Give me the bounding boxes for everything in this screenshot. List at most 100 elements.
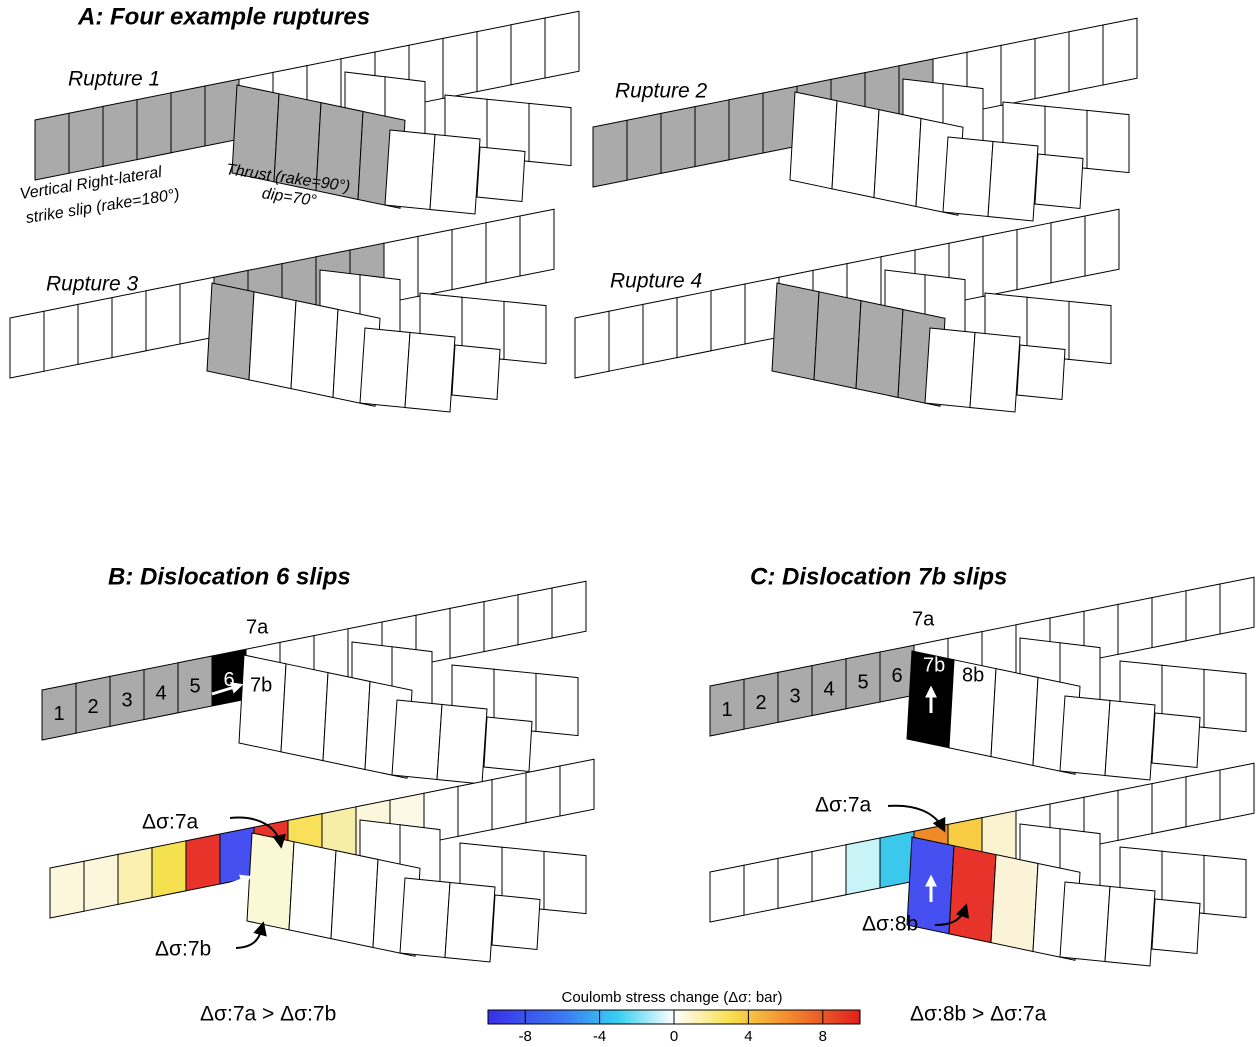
fault-system [710, 763, 1254, 966]
strike-slip-patch [710, 865, 744, 922]
strike-slip-patch [118, 848, 152, 905]
comparison: Δσ:8b > Δσ:7a [910, 1003, 1047, 1026]
patch-label: 6 [891, 665, 902, 687]
strike-slip-patch [443, 32, 477, 99]
patch-label: 2 [755, 692, 766, 714]
strike-slip-patch [458, 780, 492, 837]
strike-slip-patch [450, 602, 484, 659]
strike-slip-patch [1152, 591, 1186, 648]
strike-slip-patch [983, 230, 1017, 297]
colorbar-tick-label: 0 [670, 1028, 678, 1045]
thrust-patch [1105, 887, 1155, 967]
strike-slip-patch [50, 861, 84, 918]
strike-slip-patch [1186, 770, 1220, 827]
panel-title: C: Dislocation 7b slips [750, 563, 1007, 590]
rupture-label: Rupture 3 [46, 273, 139, 296]
stress-label: Δσ:8b [862, 913, 918, 936]
rupture-label: Rupture 4 [610, 270, 702, 293]
fault-system [593, 18, 1137, 221]
strike-slip-patch [486, 216, 520, 283]
thrust-patch [1204, 669, 1246, 731]
strike-slip-patch [112, 291, 146, 358]
strike-slip-patch [778, 852, 812, 909]
strike-slip-patch [84, 854, 118, 911]
thrust-patch [452, 345, 500, 400]
strike-slip-patch [609, 304, 643, 371]
patch-label: 3 [789, 685, 800, 707]
thrust-patch [1087, 110, 1129, 172]
thrust-patch [814, 292, 861, 389]
strike-slip-patch [1035, 32, 1069, 99]
patch-label: 4 [823, 678, 834, 700]
strike-slip-patch [186, 834, 220, 891]
patch-label: 4 [155, 682, 166, 704]
strike-slip-patch [137, 93, 171, 160]
strike-slip-patch [729, 93, 763, 160]
fault-system [575, 209, 1119, 412]
strike-slip-patch [526, 766, 560, 823]
strike-slip-patch [1051, 216, 1085, 283]
stress-label: Δσ:7b [155, 938, 211, 961]
thrust-patch [1152, 899, 1200, 954]
thrust-patch [832, 101, 879, 198]
thrust-patch [790, 92, 837, 189]
strike-slip-patch [477, 25, 511, 92]
strike-slip-patch [1220, 577, 1254, 634]
strike-slip-patch [552, 581, 586, 638]
strike-slip-patch [627, 113, 661, 180]
strike-slip-patch [103, 100, 137, 167]
strike-slip-patch [220, 827, 254, 884]
thrust-patch [289, 842, 336, 939]
strike-slip-patch [1085, 209, 1119, 276]
thrust-patch [1017, 345, 1065, 400]
fault-system [10, 209, 554, 412]
stress-label: Δσ:7a [142, 811, 199, 834]
thrust-patch [430, 135, 480, 215]
thrust-patch [970, 333, 1020, 413]
thrust-patch [1152, 713, 1200, 768]
strike-slip-patch [593, 120, 627, 187]
thrust-patch [1060, 882, 1110, 962]
patch-label: 7a [912, 608, 935, 630]
thrust-patch [856, 301, 903, 398]
thrust-patch [247, 833, 294, 930]
panel-title: A: Four example ruptures [77, 3, 370, 30]
thrust-patch [504, 301, 546, 363]
thrust-patch [1105, 701, 1155, 781]
strike-slip-patch [711, 284, 745, 351]
strike-slip-patch [880, 831, 914, 888]
patch-label: 1 [53, 703, 64, 725]
pointer-arrow [888, 806, 944, 830]
thrust-patch [772, 283, 819, 380]
thrust-patch [331, 851, 378, 948]
colorbar-tick-label: -8 [519, 1028, 532, 1045]
thrust-patch [400, 878, 450, 958]
fault-system [42, 581, 586, 784]
strike-slip-patch [484, 595, 518, 652]
figure: A: Four example ruptures Rupture 1 Ruptu… [0, 0, 1260, 1047]
strike-slip-patch [643, 298, 677, 365]
strike-slip-patch [744, 858, 778, 915]
thrust-patch [405, 333, 455, 413]
strike-slip-patch [492, 773, 526, 830]
strike-slip-patch [575, 311, 609, 378]
patch-label: 8b [962, 664, 984, 686]
strike-slip-patch [35, 113, 69, 180]
strike-slip-patch [661, 107, 695, 174]
pointer-arrow [236, 924, 263, 948]
thrust-patch [991, 669, 1038, 766]
strike-slip-patch [1001, 39, 1035, 106]
thrust-patch [437, 705, 487, 785]
colorbar-tick-label: -4 [593, 1028, 606, 1045]
strike-slip-patch [152, 841, 186, 898]
strike-slip-patch [511, 18, 545, 85]
thrust-patch [991, 855, 1038, 952]
strike-slip-patch [1069, 25, 1103, 92]
strike-slip-patch [846, 838, 880, 895]
strike-slip-patch [677, 291, 711, 358]
thrust-patch [484, 717, 532, 772]
patch-label: 7b [250, 674, 272, 696]
thrust-patch [445, 883, 495, 963]
colorbar-tick-label: 8 [819, 1028, 827, 1045]
thrust-patch [360, 328, 410, 408]
